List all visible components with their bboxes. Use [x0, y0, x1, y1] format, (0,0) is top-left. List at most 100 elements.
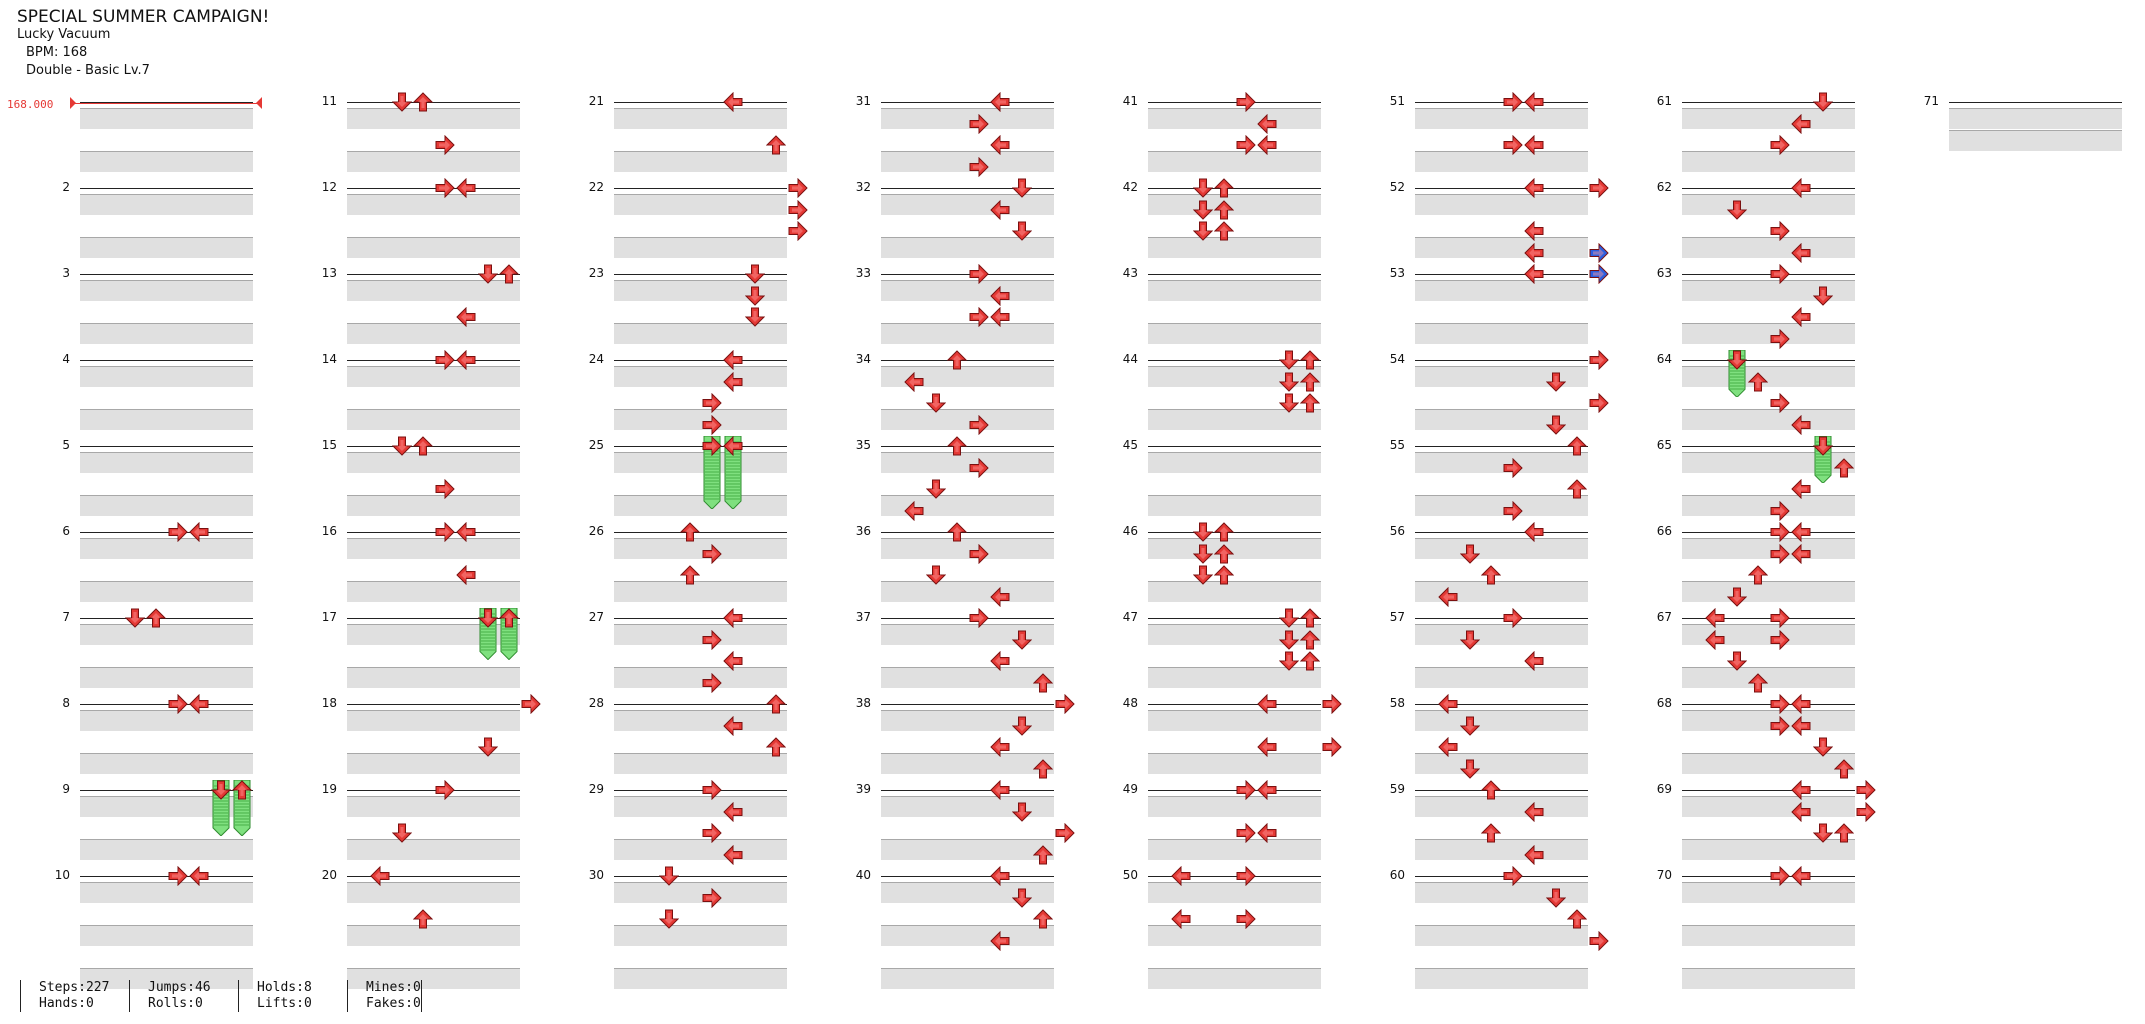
arrow-note-up — [413, 436, 433, 456]
arrow-note-left — [990, 199, 1010, 220]
arrow-note-down — [1812, 436, 1833, 456]
arrow-note-down — [1545, 415, 1566, 435]
arrow-note-down — [1192, 178, 1213, 198]
beat-band — [1148, 753, 1321, 774]
beat-band — [80, 581, 253, 602]
arrow-note-left — [723, 715, 743, 736]
measure-line — [347, 102, 520, 103]
beat-band — [1415, 151, 1588, 172]
arrow-note-right — [702, 414, 722, 435]
measure-line — [1148, 274, 1321, 275]
arrow-note-down — [1278, 630, 1299, 650]
measure: 65 — [1657, 428, 1855, 559]
measure: 16 — [322, 514, 520, 645]
arrow-note-up — [680, 522, 700, 542]
arrow-note-up — [1033, 844, 1053, 865]
pack-title: SPECIAL SUMMER CAMPAIGN! — [17, 7, 270, 27]
arrow-note-right — [1236, 135, 1256, 155]
arrow-note-up — [413, 92, 433, 112]
measure-line — [1415, 360, 1588, 361]
arrow-note-up — [1214, 199, 1234, 220]
measure-number: 42 — [1122, 180, 1138, 194]
beat-band — [1415, 624, 1588, 645]
arrow-note-down — [1278, 393, 1299, 413]
beat-band — [1148, 925, 1321, 946]
arrow-note-left — [990, 307, 1010, 327]
measure-line — [881, 618, 1054, 619]
arrow-note-left — [723, 801, 743, 822]
beat-band — [614, 323, 787, 344]
measure-number: 18 — [321, 696, 337, 710]
beat-band — [1415, 280, 1588, 301]
beat-band — [614, 237, 787, 258]
arrow-note-up — [1033, 909, 1053, 929]
bpm-marker-label: 168.000 — [7, 98, 54, 111]
beat-band — [1682, 194, 1855, 215]
arrow-note-right — [168, 866, 188, 886]
measure: 25 — [589, 428, 787, 559]
arrow-note-right — [1770, 715, 1790, 736]
arrow-note-down — [744, 286, 765, 306]
measure: 70 — [1657, 858, 1855, 989]
measure-number: 53 — [1389, 266, 1405, 280]
measure-line — [1415, 704, 1588, 705]
measure: 29 — [589, 772, 787, 903]
stat-column: Jumps:46 Rolls:0 — [129, 980, 238, 1012]
measure-line — [1682, 704, 1855, 705]
arrow-note-down — [391, 436, 412, 456]
arrow-note-right — [702, 393, 722, 413]
arrow-note-left — [1524, 178, 1544, 198]
arrow-note-left — [1791, 801, 1811, 822]
arrow-note-left — [1524, 221, 1544, 241]
measure-line — [347, 360, 520, 361]
measure-number: 33 — [855, 266, 871, 280]
measure-number: 66 — [1656, 524, 1672, 538]
arrow-note-left — [1438, 586, 1458, 607]
measure-number: 50 — [1122, 868, 1138, 882]
beat-band — [614, 538, 787, 559]
beat-band — [1415, 366, 1588, 387]
measure-line — [1415, 618, 1588, 619]
arrow-note-down — [1011, 630, 1032, 650]
measure-number: 60 — [1389, 868, 1405, 882]
measure-number: 54 — [1389, 352, 1405, 366]
beat-band — [1682, 366, 1855, 387]
measure-number: 65 — [1656, 438, 1672, 452]
measure-number: 3 — [62, 266, 70, 280]
measure-line — [614, 532, 787, 533]
beat-band — [614, 624, 787, 645]
beat-band — [1415, 495, 1588, 516]
measure: 5 — [62, 428, 253, 559]
measure-number: 36 — [855, 524, 871, 538]
beat-band — [1415, 452, 1588, 473]
arrow-note-down — [477, 737, 498, 757]
measure-number: 29 — [588, 782, 604, 796]
arrow-note-left — [1524, 264, 1544, 284]
arrow-note-left — [1524, 651, 1544, 671]
arrow-note-up — [1748, 565, 1768, 585]
arrow-note-left — [1791, 178, 1811, 198]
arrow-note-down — [1278, 372, 1299, 392]
arrow-note-left — [1257, 113, 1277, 134]
measure-number: 32 — [855, 180, 871, 194]
arrow-note-right — [1770, 264, 1790, 284]
measure-number: 40 — [855, 868, 871, 882]
arrow-note-left — [990, 651, 1010, 671]
beat-band — [881, 452, 1054, 473]
measure-number: 7 — [62, 610, 70, 624]
arrow-note-right — [702, 887, 722, 908]
arrow-note-right — [788, 221, 808, 241]
beat-band — [1682, 796, 1855, 817]
beat-band — [1148, 538, 1321, 559]
arrow-note-right — [969, 113, 989, 134]
measure-line — [1148, 790, 1321, 791]
beat-band — [347, 796, 520, 817]
measure-line — [80, 618, 253, 619]
arrow-note-right — [1503, 135, 1523, 155]
measure-number: 58 — [1389, 696, 1405, 710]
measure-number: 45 — [1122, 438, 1138, 452]
measure-number: 12 — [321, 180, 337, 194]
measure: 46 — [1123, 514, 1321, 645]
beat-band — [1682, 409, 1855, 430]
beat-band — [1949, 130, 2122, 151]
